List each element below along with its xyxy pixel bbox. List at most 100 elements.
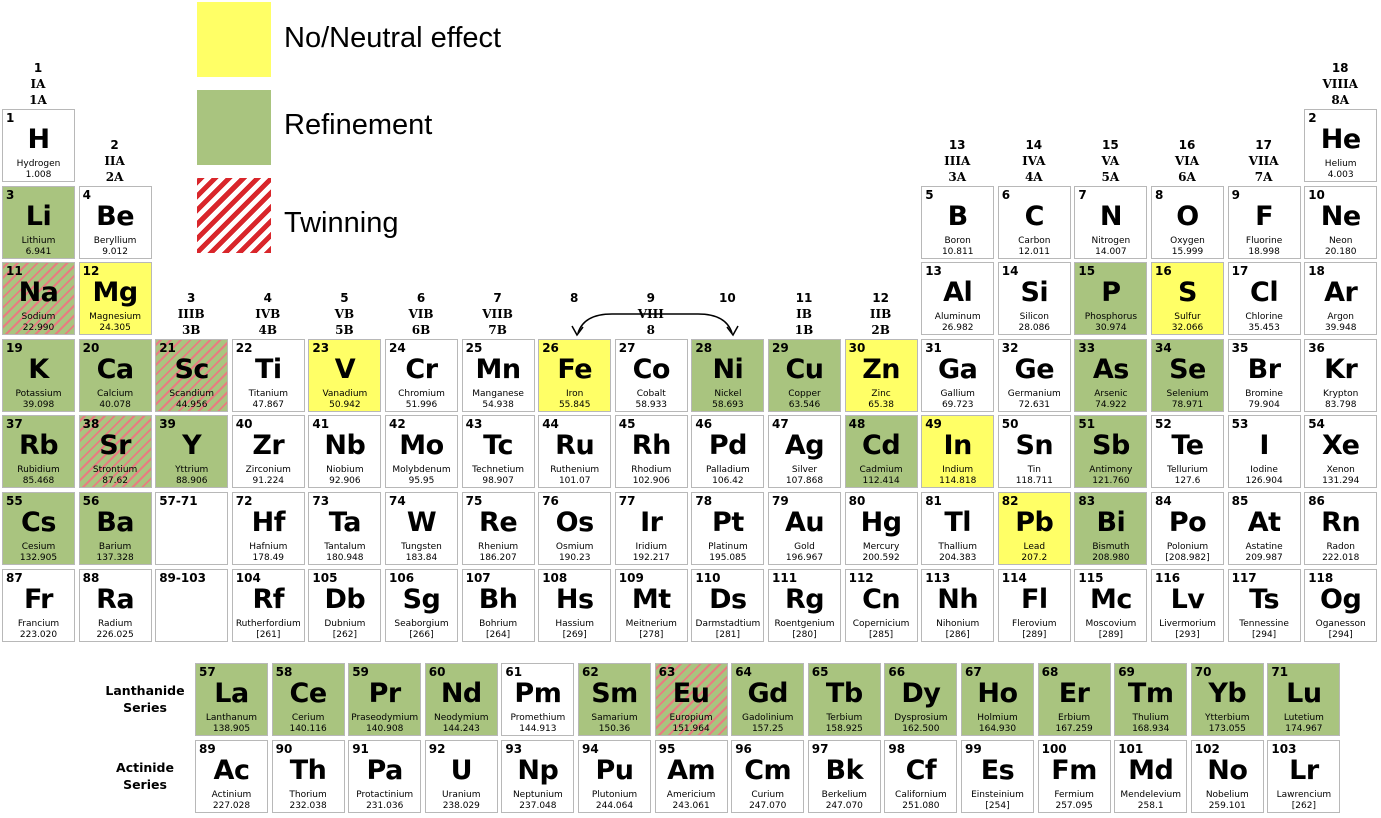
element-name: Copper: [788, 388, 821, 399]
atomic-mass: 9.012: [102, 246, 128, 257]
atomic-mass: 85.468: [22, 476, 55, 487]
atomic-number: 22: [235, 340, 253, 355]
element-symbol: H: [27, 124, 50, 155]
element-name: Strontium: [92, 465, 138, 476]
element-name: Astatine: [1245, 542, 1283, 552]
atomic-mass: 65.38: [868, 399, 894, 410]
element-name: Helium: [1324, 159, 1357, 169]
element-name: Phosphorus: [1084, 312, 1138, 323]
element-cell: 16 S Sulfur 32.066: [1151, 262, 1224, 336]
element-symbol: Rn: [1321, 507, 1361, 538]
element-cell: 113 Nh Nihonium [286]: [921, 568, 995, 642]
element-name: Bismuth: [1092, 542, 1130, 552]
element-name: Gadolinium: [741, 713, 794, 723]
element-symbol: Pd: [708, 430, 748, 462]
element-symbol: Y: [182, 430, 202, 462]
element-symbol: At: [1247, 507, 1281, 538]
atomic-mass: 140.908: [366, 724, 404, 734]
element-name: Bohrium: [479, 618, 518, 629]
element-name: Berkelium: [821, 790, 867, 800]
element-name: Radium: [97, 618, 133, 629]
element-name: Meitnerium: [625, 618, 677, 629]
element-symbol: Md: [1128, 755, 1174, 786]
element-name: Antimony: [1089, 465, 1133, 476]
element-symbol: Pm: [514, 678, 562, 709]
atomic-mass: 226.025: [96, 629, 134, 640]
group-number: 3: [187, 291, 196, 305]
element-symbol: Sr: [99, 430, 131, 462]
element-name: Neptunium: [512, 790, 563, 800]
element-cell: 50 Sn Tin 118.711: [997, 415, 1071, 489]
element-cell: 27 Co Cobalt 58.933: [614, 338, 688, 412]
atomic-mass: 50.942: [329, 399, 361, 410]
element-cell: 67 Ho Holmium 164.930: [961, 663, 1034, 736]
element-name: Vanadium: [322, 388, 368, 399]
atomic-number: 23: [312, 340, 330, 355]
element-symbol: Fr: [23, 583, 54, 615]
legend-swatch: [197, 178, 271, 253]
element-symbol: Sm: [591, 678, 638, 709]
element-name: Krypton: [1322, 388, 1359, 399]
group-number: 1: [33, 61, 43, 75]
atomic-number: 87: [6, 570, 23, 585]
group-roman: VB: [334, 307, 355, 321]
element-name: Yttrium: [175, 465, 209, 476]
element-cell: 89 Ac Actinium 227.028: [195, 740, 268, 813]
element-symbol: Tc: [483, 430, 514, 462]
element-symbol: Am: [667, 755, 716, 786]
group-roman: IIA: [104, 154, 125, 168]
element-cell: 5 B Boron 10.811: [921, 185, 995, 259]
group-number: 8: [570, 291, 579, 305]
group-cas: 4A: [1024, 170, 1043, 184]
group-number: 5: [340, 291, 349, 305]
element-symbol: Ho: [977, 678, 1018, 709]
element-cell: 36 Kr Krypton 83.798: [1304, 338, 1378, 412]
element-symbol: Co: [632, 353, 671, 385]
element-name: Hafnium: [249, 542, 288, 552]
group-roman: VIA: [1174, 154, 1200, 168]
group-cas: 8A: [1331, 93, 1350, 107]
atomic-mass: [278]: [639, 629, 664, 640]
atomic-mass: 30.974: [1095, 323, 1127, 334]
element-name: Erbium: [1058, 713, 1091, 723]
group-number: 9: [646, 291, 655, 305]
element-cell: 45 Rh Rhodium 102.906: [614, 415, 688, 489]
element-name: Nickel: [714, 388, 742, 399]
atomic-number: 104: [235, 570, 261, 585]
element-cell: 87 Fr Francium 223.020: [2, 568, 75, 642]
atomic-number: 90: [275, 742, 293, 756]
atomic-mass: 138.905: [212, 724, 251, 734]
element-name: Lead: [1023, 542, 1046, 552]
atomic-number: 75: [465, 494, 483, 508]
atomic-mass: 251.080: [902, 801, 940, 811]
atomic-number: 1: [6, 111, 15, 125]
element-name: Americium: [666, 790, 716, 800]
element-cell: 108 Hs Hassium [269]: [538, 568, 612, 642]
element-name: Cerium: [291, 713, 325, 723]
atomic-number: 40: [235, 417, 253, 432]
atomic-number: 101: [1118, 742, 1144, 756]
atomic-number: 34: [1155, 340, 1172, 355]
element-symbol: Ce: [289, 678, 328, 709]
element-name: Actinium: [211, 790, 252, 800]
element-cell: 2 He Helium 4.003: [1304, 109, 1378, 182]
element-name: Thulium: [1132, 713, 1169, 723]
atomic-mass: 244.064: [595, 801, 634, 811]
element-name: Lithium: [21, 235, 56, 246]
element-symbol: Eu: [672, 678, 710, 709]
atomic-number: 51: [1078, 417, 1096, 432]
element-name: Osmium: [555, 542, 594, 552]
atomic-number: 108: [542, 570, 568, 585]
element-cell: 26 Fe Iron 55.845: [538, 338, 612, 412]
element-name: Samarium: [591, 713, 638, 723]
group-cas: 2A: [105, 170, 124, 184]
atomic-mass: 20.180: [1324, 246, 1357, 257]
atomic-number: 80: [848, 494, 866, 508]
atomic-mass: 196.967: [785, 553, 824, 563]
group-header: 8: [537, 290, 611, 306]
atomic-mass: 174.967: [1285, 724, 1323, 734]
element-cell: 111 Rg Roentgenium [280]: [768, 568, 841, 642]
element-symbol: Al: [943, 277, 973, 309]
atomic-number: 110: [695, 570, 721, 585]
element-name: Chromium: [398, 388, 445, 399]
